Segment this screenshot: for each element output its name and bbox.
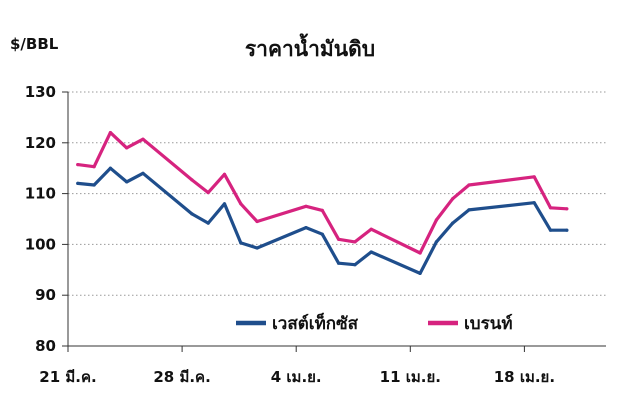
- data-point-0-17: [451, 221, 455, 225]
- x-tick-label-2: 4 เม.ย.: [271, 368, 322, 386]
- data-point-1-20: [548, 206, 553, 210]
- x-tick-label-3: 11 เม.ย.: [380, 368, 441, 386]
- y-tick-label-120: 120: [25, 134, 56, 152]
- data-point-0-9: [255, 246, 259, 250]
- y-tick-label-110: 110: [25, 185, 56, 203]
- data-point-1-5: [190, 178, 194, 182]
- data-point-1-10: [304, 204, 308, 208]
- series-line-0: [76, 166, 569, 275]
- x-tick-label-1: 28 มี.ค.: [153, 368, 210, 386]
- data-point-1-16: [434, 218, 438, 222]
- data-point-0-7: [222, 202, 227, 206]
- x-tick-label-0: 21 มี.ค.: [39, 368, 96, 386]
- data-point-1-4: [141, 137, 145, 141]
- data-point-1-18: [467, 183, 471, 187]
- data-point-1-12: [337, 237, 341, 241]
- data-point-0-0: [76, 181, 80, 185]
- legend-label-0: เวสต์เท็กซัส: [272, 311, 359, 334]
- data-point-0-5: [190, 212, 194, 216]
- data-point-1-8: [239, 202, 243, 206]
- gridlines: [68, 91, 606, 296]
- data-point-1-6: [206, 191, 210, 195]
- legend-label-1: เบรนท์: [464, 313, 513, 334]
- data-point-0-21: [565, 228, 569, 232]
- data-point-1-17: [451, 197, 455, 201]
- data-point-1-3: [125, 146, 129, 150]
- data-point-1-2: [108, 131, 112, 135]
- data-point-1-1: [92, 165, 96, 169]
- axes: 80 90 100 110 120 130 21 มี.ค. 28 มี.ค. 4 เม.ย. 1…: [25, 83, 606, 386]
- data-point-1-11: [320, 208, 324, 212]
- data-point-0-19: [532, 201, 536, 205]
- data-point-0-13: [353, 263, 357, 267]
- legend: เวสต์เท็กซัส เบรนท์: [236, 311, 513, 334]
- data-point-0-2: [108, 166, 112, 170]
- series-lines: [76, 131, 569, 275]
- data-point-0-1: [92, 183, 96, 187]
- data-point-1-14: [369, 227, 373, 231]
- data-point-1-15: [418, 251, 422, 255]
- data-point-1-7: [222, 172, 227, 176]
- data-point-0-10: [304, 226, 308, 230]
- data-point-1-0: [76, 163, 80, 167]
- data-point-0-18: [467, 208, 471, 212]
- data-point-0-15: [418, 271, 422, 275]
- data-point-0-14: [369, 250, 373, 254]
- data-point-1-9: [255, 219, 259, 224]
- data-point-1-13: [353, 240, 357, 244]
- series-line-1: [76, 131, 569, 255]
- data-point-0-4: [141, 171, 145, 175]
- data-point-0-11: [320, 232, 324, 236]
- y-axis-unit-label: $/BBL: [10, 35, 59, 53]
- data-point-0-3: [125, 180, 129, 184]
- y-tick-label-100: 100: [25, 235, 56, 253]
- y-tick-label-90: 90: [35, 286, 56, 304]
- chart-title: ราคาน้ำมันดิบ: [245, 33, 375, 61]
- y-tick-label-80: 80: [35, 337, 56, 355]
- data-point-1-21: [565, 207, 569, 211]
- y-tick-label-130: 130: [25, 83, 56, 101]
- data-point-0-20: [548, 228, 553, 232]
- data-point-1-19: [532, 175, 536, 179]
- data-point-0-12: [337, 261, 341, 265]
- data-point-0-8: [239, 241, 243, 245]
- x-tick-label-4: 18 เม.ย.: [494, 368, 555, 386]
- data-point-0-6: [206, 221, 210, 225]
- data-point-0-16: [434, 240, 438, 244]
